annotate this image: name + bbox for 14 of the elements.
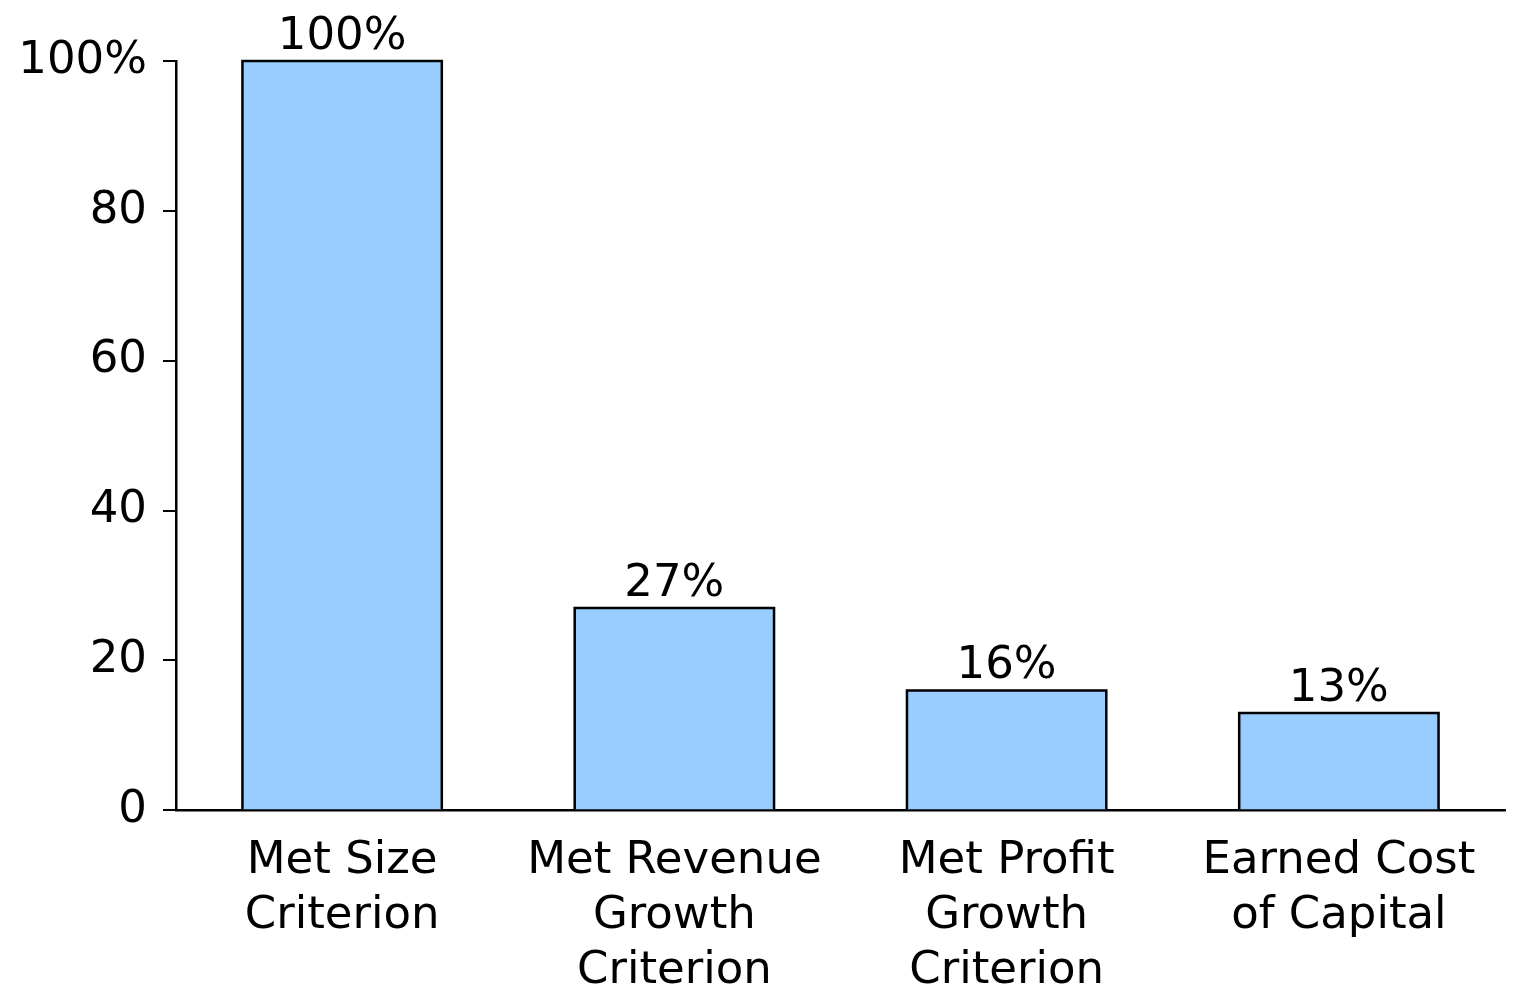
y-tick-label: 100% <box>18 30 147 84</box>
y-tick-label: 20 <box>89 630 147 684</box>
data-label: 100% <box>277 7 407 60</box>
x-tick-label: Earned Cost of Capital <box>1202 831 1476 940</box>
y-tick-label: 80 <box>89 180 147 234</box>
x-tick-label: Met Revenue Growth Criterion <box>527 831 822 993</box>
y-tick-label: 60 <box>89 330 147 384</box>
data-label: 27% <box>624 553 725 607</box>
x-tick-label: Met Size Criterion <box>244 831 440 940</box>
x-tick-label: Met Profit Growth Criterion <box>898 831 1115 993</box>
y-tick-label: 0 <box>118 779 147 833</box>
data-label: 16% <box>956 636 1057 690</box>
y-tick-label: 40 <box>89 480 147 534</box>
data-label: 13% <box>1288 658 1389 712</box>
